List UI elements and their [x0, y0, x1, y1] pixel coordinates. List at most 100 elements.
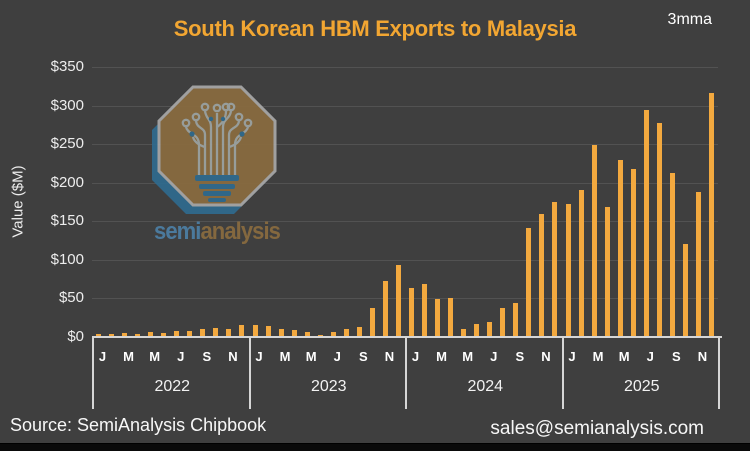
bar: [526, 228, 532, 337]
month-tick-label: M: [618, 349, 630, 364]
year-group: J M M J S N 2025: [561, 337, 721, 409]
year-label: 2025: [623, 378, 660, 395]
month-tick-label: J: [98, 349, 107, 364]
year-group: J M M J S N 2024: [405, 337, 564, 409]
bar: [148, 332, 154, 337]
month-tick-label: S: [672, 349, 681, 364]
gridline: [92, 105, 718, 107]
bar: [317, 334, 323, 337]
bar: [213, 327, 219, 337]
bar: [96, 334, 102, 337]
month-tick-label: M: [592, 349, 604, 364]
bar: [304, 332, 310, 337]
y-tick-label: $350: [50, 58, 84, 75]
bar: [604, 206, 610, 337]
bar: [630, 168, 636, 337]
bar: [265, 326, 271, 337]
year-label: 2023: [310, 378, 347, 395]
month-tick-label: J: [333, 349, 341, 364]
footer: Source: SemiAnalysis Chipbook sales@semi…: [0, 410, 750, 444]
month-tick-label: J: [646, 349, 654, 364]
month-tick-label: M: [149, 349, 161, 364]
bar: [695, 191, 701, 337]
gridline: [92, 259, 718, 261]
bar: [135, 333, 141, 337]
bar: [369, 307, 375, 337]
bar: [656, 123, 662, 337]
year-group: J M M J S N 2022: [92, 337, 251, 409]
year-label: 2024: [467, 378, 504, 395]
logo-wordmark: semianalysis: [154, 218, 281, 245]
month-tick-label: N: [697, 349, 708, 364]
bar: [578, 190, 584, 337]
watermark-logo: semianalysis: [150, 83, 284, 252]
bar: [461, 329, 467, 337]
month-tick-label: S: [202, 349, 212, 364]
bar: [356, 326, 362, 337]
bar: [343, 329, 349, 337]
month-tick-label: J: [490, 349, 498, 364]
plot-area: semianalysis: [92, 67, 722, 338]
y-tick-label: $100: [50, 250, 84, 268]
y-axis-ticks: $0 $50 $100 $150 $200 $250 $300 $350: [0, 58, 84, 345]
logo-word-analysis: analysis: [200, 218, 280, 245]
bar: [435, 299, 441, 337]
bar: [330, 331, 336, 337]
bar: [487, 321, 493, 337]
year-label: 2022: [154, 378, 191, 395]
bar: [617, 160, 623, 337]
bar: [682, 244, 688, 337]
gridline: [92, 144, 718, 146]
bar: [474, 323, 480, 337]
page-title: South Korean HBM Exports to Malaysia: [173, 16, 577, 41]
logo-bulb-base: [195, 175, 239, 202]
month-tick-label: M: [462, 349, 474, 364]
gridline: [92, 182, 718, 184]
x-axis-label-area: J M M J S N 2022 J M M J S N 2023 J M M J S N 2024 J M M J S N 2025: [92, 337, 721, 409]
month-tick-label: M: [279, 349, 291, 364]
y-tick-label: $0: [67, 328, 84, 345]
y-tick-label: $50: [58, 289, 84, 307]
logo-word-semi: semi: [154, 218, 200, 245]
logo-circuit-dots: [189, 116, 245, 137]
semianalysis-logo-icon: semianalysis: [152, 85, 282, 245]
month-tick-label: J: [568, 349, 576, 364]
bar: [669, 172, 675, 337]
gridline: [92, 221, 718, 223]
y-tick-label: $300: [50, 96, 84, 114]
month-tick-label: J: [411, 349, 420, 364]
bar: [643, 110, 649, 337]
year-group: J M M J S N 2023: [248, 337, 408, 409]
bar: [174, 330, 180, 337]
month-tick-label: S: [515, 349, 525, 364]
bar: [552, 202, 558, 337]
bar: [539, 213, 545, 337]
bar: [278, 328, 284, 337]
source-text: Source: SemiAnalysis Chipbook: [10, 415, 267, 435]
y-tick-label: $150: [50, 212, 84, 230]
month-tick-label: N: [228, 349, 238, 364]
y-tick-label: $200: [50, 173, 84, 191]
bar: [109, 333, 115, 337]
bar: [252, 325, 258, 337]
bar: [226, 329, 232, 337]
bar: [513, 303, 519, 337]
bar: [708, 93, 714, 337]
month-tick-label: N: [541, 349, 551, 364]
bar: [382, 281, 388, 337]
bar: [239, 325, 245, 337]
bar: [422, 283, 428, 337]
month-tick-label: N: [384, 349, 395, 364]
bar: [395, 265, 401, 337]
bottom-strip: [0, 443, 750, 451]
bar: [409, 288, 415, 337]
axis-right-border: [718, 337, 720, 409]
bar: [291, 330, 297, 337]
bar: [187, 330, 193, 337]
gridline: [92, 298, 718, 300]
gridline: [92, 67, 718, 68]
month-tick-label: M: [436, 349, 448, 364]
x-axis-line: [92, 336, 722, 338]
y-tick-label: $250: [50, 135, 84, 153]
